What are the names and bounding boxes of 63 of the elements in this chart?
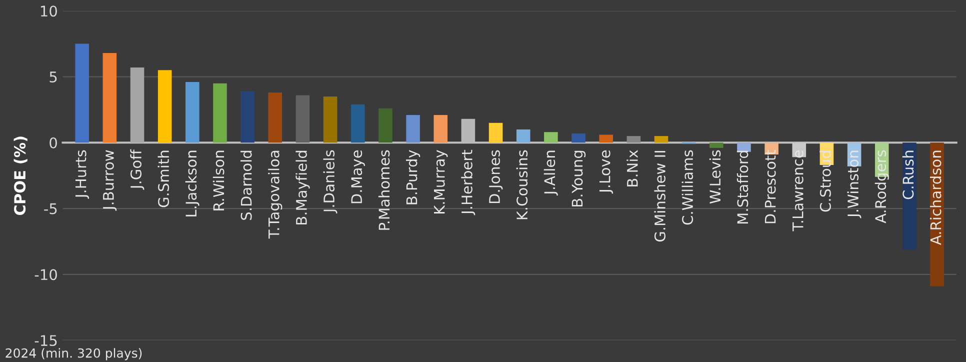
bar xyxy=(268,92,282,143)
x-tick-label: J.Burrow xyxy=(103,150,117,211)
x-tick-label: K.Murray xyxy=(434,150,448,214)
x-tick-label: J.Allen xyxy=(544,150,558,196)
x-tick-label: J.Daniels xyxy=(323,150,338,214)
bar xyxy=(186,82,200,143)
x-tick-label: D.Jones xyxy=(489,150,503,204)
bar xyxy=(75,44,89,143)
bar xyxy=(434,114,448,143)
bar xyxy=(158,70,172,143)
x-tick-label: S.Darnold xyxy=(240,150,252,220)
bar xyxy=(406,114,420,143)
bar xyxy=(323,96,338,143)
bar xyxy=(350,104,365,143)
bar xyxy=(213,83,227,143)
y-tick-label: 5 xyxy=(50,72,57,82)
x-tick-label: L.Jackson xyxy=(185,150,200,216)
x-tick-label: B.Nix xyxy=(626,150,638,186)
text: 2024 (min. 320 plays) xyxy=(6,348,142,360)
x-tick-label: G.Smith xyxy=(158,150,170,208)
x-tick-label: J.Winston xyxy=(847,150,862,218)
y-tick-label: 10 xyxy=(40,6,57,17)
x-tick-label: D.Prescott xyxy=(764,150,776,224)
x-tick-label: J.Love xyxy=(599,150,614,194)
x-tick-label: G.Minshew II xyxy=(654,151,666,242)
bar xyxy=(902,142,916,250)
bar xyxy=(488,122,503,143)
bar xyxy=(572,133,586,143)
bar xyxy=(296,95,310,143)
bar xyxy=(654,136,668,143)
bar xyxy=(626,136,641,143)
x-tick-label: A.Richardson xyxy=(930,150,942,245)
bar xyxy=(240,91,254,143)
y-tick-label: -10 xyxy=(34,269,57,280)
y-tick-label: 0 xyxy=(50,137,57,148)
x-tick-label: B.Young xyxy=(572,150,586,206)
bar xyxy=(130,68,144,143)
bar xyxy=(102,53,117,143)
y-tick-label: -5 xyxy=(44,203,57,214)
x-tick-label: C.Rush xyxy=(902,150,914,200)
x-tick-label: M.Stafford xyxy=(736,150,748,224)
x-tick-label: J.Hurts xyxy=(75,150,90,199)
bar xyxy=(710,142,724,148)
x-tick-label: C.Williams xyxy=(682,150,694,225)
x-tick-label: D.Maye xyxy=(351,150,365,204)
x-tick-label: A.Rodgers xyxy=(874,150,889,224)
x-tick-label: J.Goff xyxy=(130,149,144,190)
x-tick-label: W.Levis xyxy=(709,150,721,204)
x-tick-label: R.Wilson xyxy=(212,150,224,210)
x-tick-label: K.Cousins xyxy=(516,150,528,220)
x-tick-label: P.Mahomes xyxy=(378,150,390,230)
bar xyxy=(516,129,530,143)
x-tick-label: J.Herbert xyxy=(461,150,476,216)
y-tick-label: -15 xyxy=(34,335,57,346)
x-tick-label: C.Stroud xyxy=(820,150,831,212)
bar xyxy=(378,108,392,143)
x-tick-label: B.Purdy xyxy=(406,150,420,204)
bar xyxy=(737,142,751,152)
x-tick-label: T.Tagovailoa xyxy=(268,150,282,239)
bar xyxy=(599,134,613,143)
x-tick-label: B.Mayfield xyxy=(296,150,310,224)
bar xyxy=(544,132,558,143)
y-axis-title: CPOE (%) xyxy=(14,136,28,216)
